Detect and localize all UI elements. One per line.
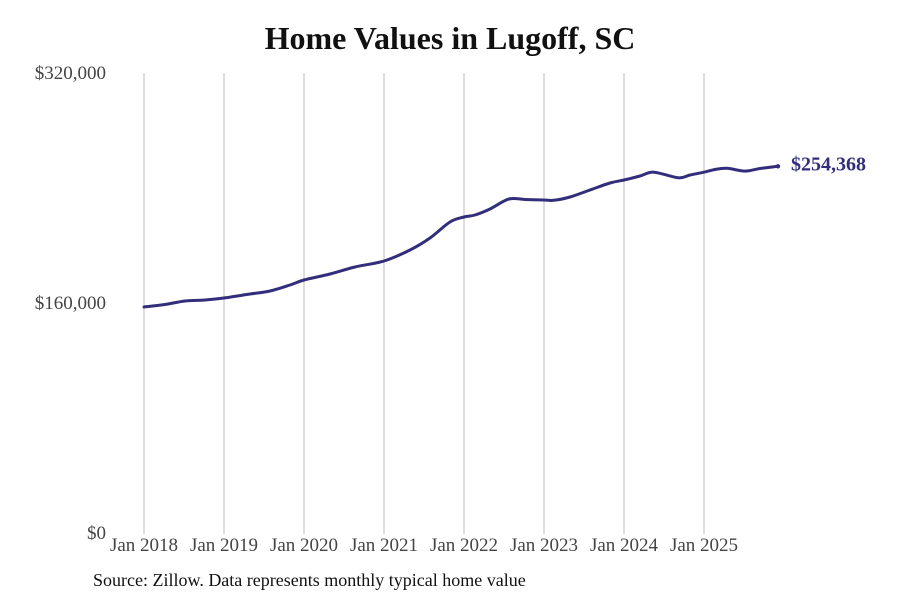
- svg-text:$254,368: $254,368: [791, 154, 866, 176]
- svg-text:$320,000: $320,000: [35, 63, 106, 84]
- svg-text:$0: $0: [87, 523, 106, 544]
- svg-text:$160,000: $160,000: [35, 293, 106, 314]
- svg-text:Jan 2018: Jan 2018: [110, 535, 178, 556]
- svg-text:Jan 2023: Jan 2023: [510, 535, 578, 556]
- svg-text:Jan 2021: Jan 2021: [350, 535, 418, 556]
- svg-text:Jan 2022: Jan 2022: [430, 535, 498, 556]
- svg-text:Jan 2020: Jan 2020: [270, 535, 338, 556]
- svg-text:Jan 2025: Jan 2025: [670, 535, 738, 556]
- svg-text:Jan 2024: Jan 2024: [590, 535, 659, 556]
- svg-text:Jan 2019: Jan 2019: [190, 535, 258, 556]
